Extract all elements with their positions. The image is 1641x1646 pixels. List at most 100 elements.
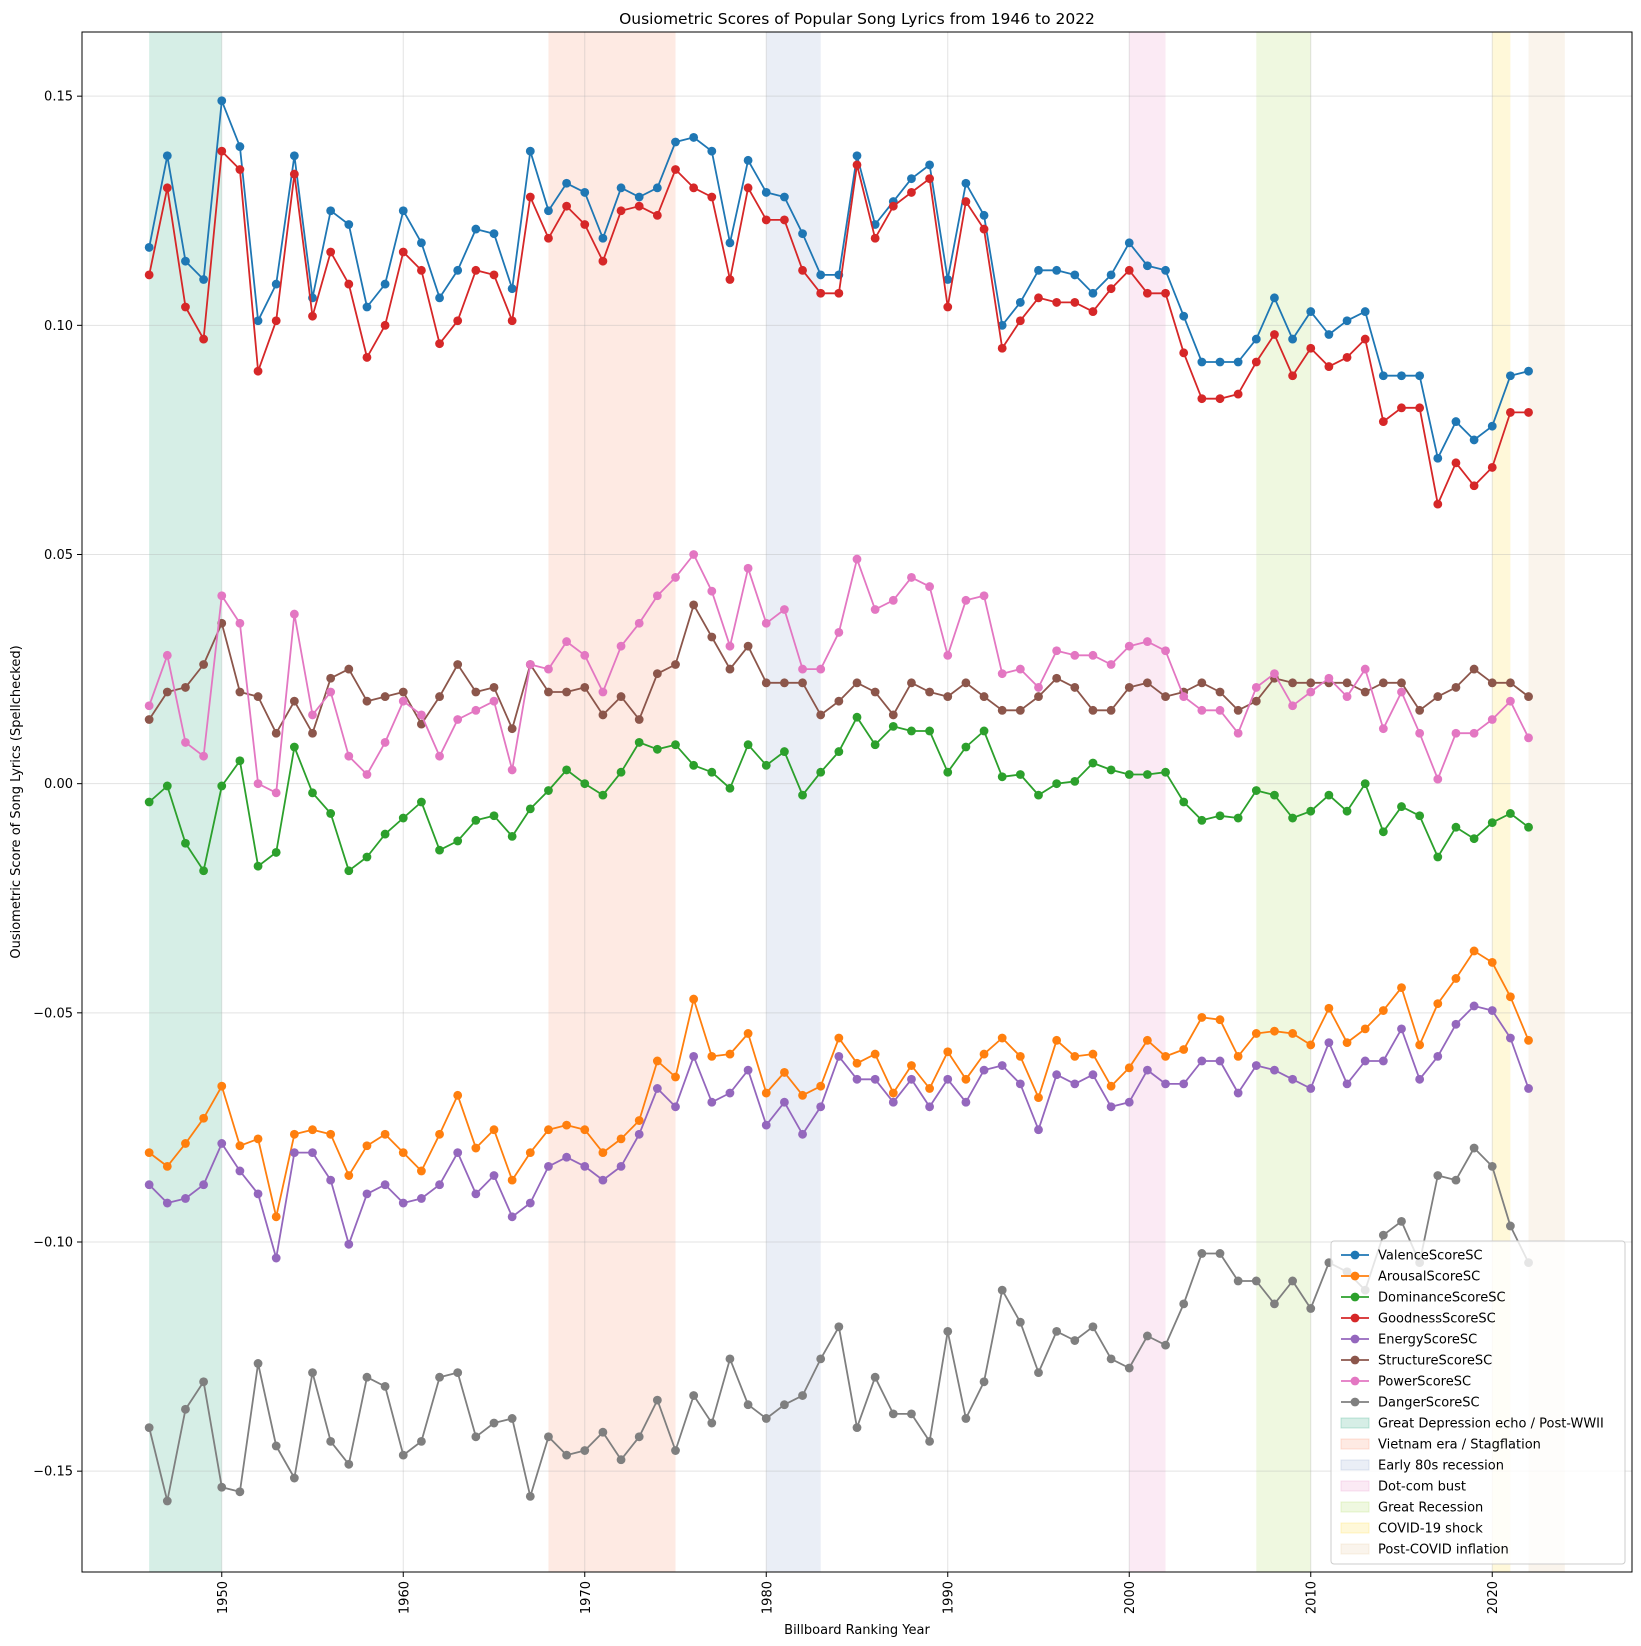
data-point (707, 632, 717, 642)
data-point (362, 852, 372, 862)
data-point (289, 696, 299, 706)
data-point (1233, 705, 1243, 715)
data-point (1360, 779, 1370, 789)
data-point (1451, 974, 1461, 983)
data-point (326, 1175, 336, 1185)
data-point (943, 692, 953, 701)
data-point (1161, 265, 1170, 275)
data-point (1106, 765, 1116, 775)
data-point (271, 788, 281, 798)
data-point (471, 1143, 481, 1153)
data-point (544, 687, 553, 697)
data-point (1378, 678, 1388, 688)
data-point (780, 605, 789, 614)
data-point (1034, 265, 1043, 275)
data-point (1342, 353, 1352, 362)
data-point (1034, 1125, 1043, 1135)
data-point (1433, 774, 1443, 784)
data-point (1197, 357, 1207, 367)
data-point (253, 861, 263, 871)
data-point (979, 1049, 989, 1059)
data-point (1161, 767, 1170, 777)
data-point (1124, 641, 1134, 651)
data-point (380, 692, 390, 701)
data-point (798, 790, 807, 800)
data-point (798, 678, 807, 688)
data-point (1378, 827, 1388, 837)
data-point (852, 554, 862, 564)
data-point (979, 224, 989, 234)
data-point (1215, 705, 1225, 715)
data-point (1397, 802, 1406, 811)
data-point (1106, 270, 1116, 280)
data-point (544, 786, 553, 795)
data-point (616, 183, 626, 193)
data-point (707, 146, 717, 156)
data-point (199, 751, 209, 761)
data-point (598, 1148, 608, 1158)
data-point (1179, 1045, 1189, 1054)
data-point (199, 334, 209, 344)
data-point (417, 1194, 426, 1203)
data-point (616, 767, 626, 777)
data-point (1342, 692, 1352, 701)
data-point (1415, 403, 1425, 413)
data-point (1342, 806, 1352, 816)
data-point (1306, 1084, 1316, 1093)
data-point (1179, 797, 1189, 807)
data-point (925, 1084, 934, 1093)
data-point (725, 664, 735, 674)
data-point (181, 1139, 190, 1148)
data-point (1052, 1326, 1062, 1336)
data-point (616, 641, 626, 651)
data-point (398, 687, 408, 697)
data-point (1070, 1336, 1080, 1345)
x-tick-label: 1980 (760, 1581, 775, 1614)
data-point (489, 683, 499, 692)
data-point (1034, 683, 1043, 692)
data-point (235, 618, 245, 628)
data-point (1088, 288, 1098, 298)
x-tick-label: 2010 (1305, 1581, 1320, 1614)
data-point (907, 678, 916, 688)
legend-label: PowerScoreSC (1378, 1375, 1471, 1390)
data-point (1215, 1015, 1225, 1025)
data-point (1015, 298, 1025, 307)
data-point (1306, 343, 1316, 353)
y-tick-label: 0.00 (44, 777, 73, 792)
data-point (761, 678, 771, 688)
data-point (326, 809, 336, 818)
data-point (671, 1072, 680, 1082)
data-point (1451, 728, 1461, 738)
data-point (1233, 728, 1243, 738)
data-point (380, 738, 390, 747)
y-tick-label: −0.10 (33, 1236, 73, 1251)
data-point (344, 751, 354, 761)
data-point (1324, 673, 1334, 683)
data-point (471, 224, 481, 234)
data-point (707, 192, 717, 202)
data-point (1088, 1049, 1098, 1059)
data-point (1015, 664, 1025, 674)
data-point (1124, 1097, 1134, 1107)
data-point (562, 178, 572, 188)
data-point (1324, 1003, 1334, 1013)
data-point (616, 1455, 626, 1465)
data-point (780, 747, 789, 756)
data-point (1505, 1033, 1515, 1043)
legend-label: Great Recession (1378, 1501, 1483, 1516)
legend-patch-swatch (1340, 1543, 1370, 1555)
data-point (453, 836, 463, 846)
data-point (489, 696, 499, 706)
data-point (816, 710, 826, 720)
data-point (1052, 646, 1062, 656)
data-point (199, 1377, 209, 1387)
data-point (1524, 408, 1533, 417)
data-point (181, 838, 190, 848)
data-point (743, 1065, 753, 1075)
data-point (580, 683, 590, 692)
data-point (1342, 1079, 1352, 1089)
data-point (1505, 678, 1515, 688)
data-point (888, 595, 898, 605)
data-point (1524, 1035, 1533, 1045)
